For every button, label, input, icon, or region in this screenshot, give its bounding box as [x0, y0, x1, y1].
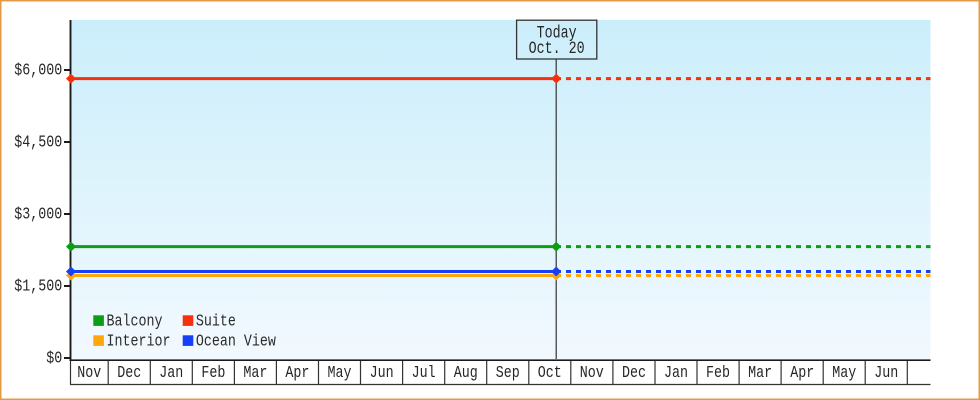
svg-text:Balcony: Balcony: [107, 313, 163, 332]
svg-text:Apr: Apr: [790, 364, 814, 383]
svg-text:May: May: [832, 364, 856, 383]
svg-text:$6,000: $6,000: [14, 61, 62, 80]
svg-text:Nov: Nov: [77, 364, 101, 383]
svg-text:Jul: Jul: [412, 364, 436, 383]
svg-text:Nov: Nov: [580, 364, 604, 383]
svg-text:Mar: Mar: [748, 364, 772, 383]
svg-text:Today: Today: [537, 24, 577, 44]
svg-text:Jan: Jan: [664, 364, 688, 383]
svg-text:Apr: Apr: [285, 364, 309, 383]
svg-text:Suite: Suite: [196, 313, 236, 332]
svg-text:Dec: Dec: [117, 364, 141, 383]
svg-text:Dec: Dec: [622, 364, 646, 383]
svg-text:Oct: Oct: [538, 364, 562, 383]
svg-text:Feb: Feb: [201, 364, 225, 383]
svg-text:Interior: Interior: [107, 333, 171, 352]
svg-text:Mar: Mar: [243, 364, 267, 383]
svg-text:$0: $0: [46, 349, 62, 368]
svg-text:Jan: Jan: [159, 364, 183, 383]
svg-text:Oct. 20: Oct. 20: [529, 39, 585, 59]
svg-text:$3,000: $3,000: [14, 205, 62, 224]
svg-text:Sep: Sep: [496, 364, 520, 383]
svg-text:Ocean View: Ocean View: [196, 333, 277, 352]
svg-text:Feb: Feb: [706, 364, 730, 383]
svg-text:Jun: Jun: [370, 364, 394, 383]
svg-text:Aug: Aug: [454, 364, 478, 383]
svg-text:$4,500: $4,500: [14, 133, 62, 152]
svg-text:Jun: Jun: [874, 364, 898, 383]
svg-text:May: May: [328, 364, 352, 383]
svg-text:$1,500: $1,500: [14, 277, 62, 296]
